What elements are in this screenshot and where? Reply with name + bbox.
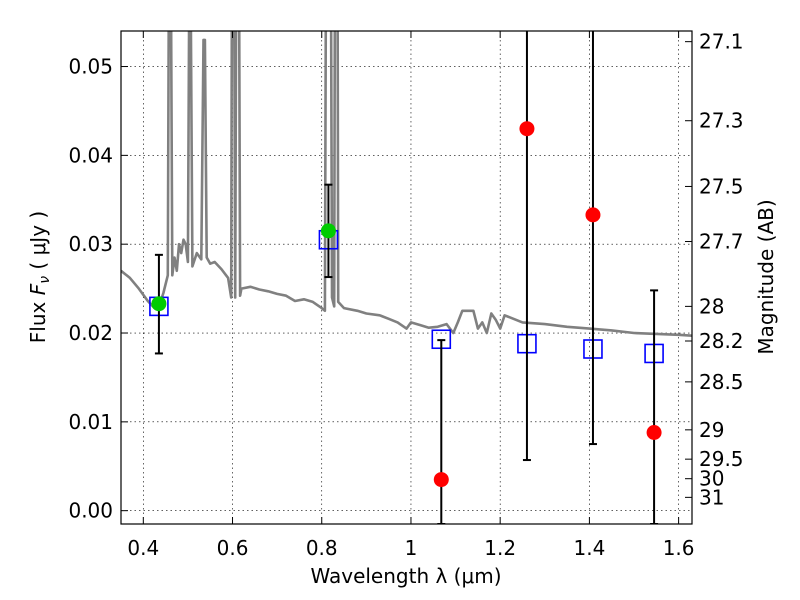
x-tick-label: 0.4 <box>127 536 159 560</box>
detection-point <box>151 296 167 312</box>
magnitude-tick-label: 29 <box>699 418 724 442</box>
y-tick-label: 0.04 <box>68 143 113 167</box>
y-tick-label: 0.00 <box>68 499 113 523</box>
non-detection-point <box>519 121 535 137</box>
magnitude-tick-label: 28.2 <box>699 329 744 353</box>
y-tick-label: 0.02 <box>68 321 113 345</box>
x-axis-label: Wavelength λ (μm) <box>310 564 501 588</box>
magnitude-tick-label: 29.5 <box>699 447 744 471</box>
tick-marks <box>121 31 692 524</box>
non-detection-point <box>433 472 449 488</box>
magnitude-tick-label: 27.3 <box>699 109 744 133</box>
x-tick-label: 1.2 <box>484 536 516 560</box>
magnitude-tick-label: 28.5 <box>699 370 744 394</box>
x-tick-label: 0.8 <box>306 536 338 560</box>
magnitude-tick-label: 28 <box>699 294 724 318</box>
data-layer <box>121 31 692 524</box>
plot-frame <box>120 30 693 525</box>
magnitude-tick-label: 27.1 <box>699 30 744 54</box>
model-spectrum-line <box>121 31 692 337</box>
right-axis-label: Magnitude (AB) <box>754 199 778 354</box>
non-detection-point <box>646 425 662 441</box>
magnitude-tick-label: 30 <box>699 467 724 491</box>
y-axis-label: Flux Fν ( μJy ) <box>26 211 53 343</box>
non-detection-point <box>585 207 601 223</box>
x-tick-label: 0.6 <box>217 536 249 560</box>
magnitude-tick-label: 31 <box>699 485 724 509</box>
y-tick-label: 0.01 <box>68 410 113 434</box>
plot-background <box>121 31 692 524</box>
x-tick-label: 1 <box>405 536 418 560</box>
x-tick-label: 1.6 <box>663 536 695 560</box>
magnitude-tick-label: 27.5 <box>699 174 744 198</box>
y-tick-label: 0.05 <box>68 55 113 79</box>
tick-labels: 0.4 0.6 0.8 1 1.2 1.4 1.6 0.00 0.01 0.02 0.03 0.04 0… <box>68 30 743 560</box>
x-tick-label: 1.4 <box>573 536 605 560</box>
grid-lines <box>121 31 692 524</box>
detection-point <box>320 223 336 239</box>
y-tick-label: 0.03 <box>68 232 113 256</box>
magnitude-tick-label: 27.7 <box>699 230 744 254</box>
